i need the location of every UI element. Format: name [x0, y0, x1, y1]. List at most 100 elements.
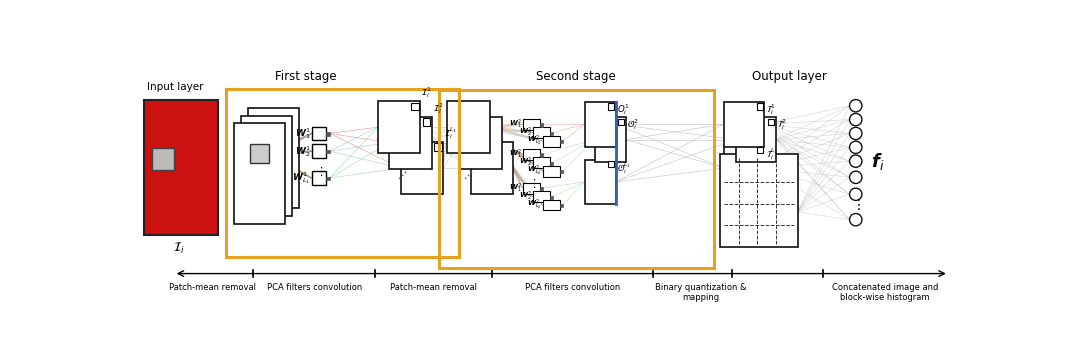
Bar — [248, 108, 298, 208]
Text: First stage: First stage — [274, 70, 336, 83]
Bar — [447, 101, 490, 154]
Text: PCA filters convolution: PCA filters convolution — [267, 283, 363, 292]
Text: $\mathcal{I}_i^2$: $\mathcal{I}_i^2$ — [433, 101, 443, 116]
Text: $\mathcal{O}_i^{L_1}$: $\mathcal{O}_i^{L_1}$ — [617, 160, 631, 175]
Bar — [312, 127, 326, 140]
Bar — [438, 90, 714, 268]
Bar — [152, 148, 174, 170]
Bar — [401, 142, 444, 194]
Text: $\cdots$: $\cdots$ — [393, 166, 411, 184]
Bar — [459, 117, 501, 169]
Circle shape — [850, 127, 862, 140]
Bar — [608, 161, 613, 167]
Bar — [735, 117, 775, 162]
Text: $\mathcal{I}_i^{L_1}$: $\mathcal{I}_i^{L_1}$ — [444, 125, 457, 141]
Bar — [618, 119, 624, 125]
Bar — [595, 117, 625, 162]
Bar — [532, 127, 550, 138]
Circle shape — [850, 141, 862, 154]
Bar — [532, 191, 550, 202]
Bar — [241, 116, 292, 216]
Circle shape — [850, 155, 862, 167]
Text: $\mathcal{T}_i^{L_1}$: $\mathcal{T}_i^{L_1}$ — [766, 146, 778, 162]
Bar — [227, 89, 459, 256]
Text: $\vdots$: $\vdots$ — [314, 165, 323, 178]
Text: $\boldsymbol{W}_1^2$: $\boldsymbol{W}_1^2$ — [509, 148, 522, 161]
Text: $\boldsymbol{W}_1^2$: $\boldsymbol{W}_1^2$ — [509, 182, 522, 195]
Bar — [422, 118, 430, 126]
Text: $\boldsymbol{W}_2^1$: $\boldsymbol{W}_2^1$ — [295, 144, 310, 159]
Bar — [410, 103, 419, 110]
Text: $\boldsymbol{W}_{L_1}^1$: $\boldsymbol{W}_{L_1}^1$ — [293, 170, 310, 186]
Bar — [326, 176, 329, 181]
Bar — [724, 102, 765, 146]
Bar — [434, 143, 442, 151]
Bar — [724, 146, 765, 190]
Circle shape — [850, 171, 862, 184]
Text: $\boldsymbol{W}_2^2$: $\boldsymbol{W}_2^2$ — [519, 126, 531, 139]
Text: $\vdots$: $\vdots$ — [528, 177, 536, 190]
Bar — [389, 117, 432, 169]
Bar — [757, 147, 762, 154]
Bar — [471, 142, 513, 194]
Bar — [326, 149, 329, 154]
Bar — [540, 187, 542, 190]
Bar — [378, 101, 420, 154]
Bar — [523, 149, 540, 160]
Circle shape — [850, 114, 862, 126]
Bar — [312, 144, 326, 158]
Bar — [540, 123, 542, 127]
Bar — [145, 100, 218, 235]
Text: Binary quantization &
mapping: Binary quantization & mapping — [654, 283, 746, 302]
Bar — [559, 170, 563, 173]
Text: Patch-mean removal: Patch-mean removal — [390, 283, 477, 292]
Text: $\boldsymbol{W}_{L_2}^2$: $\boldsymbol{W}_{L_2}^2$ — [527, 198, 542, 212]
Text: $\boldsymbol{W}_{L_2}^2$: $\boldsymbol{W}_{L_2}^2$ — [527, 164, 542, 178]
Bar — [532, 157, 550, 168]
Bar — [584, 102, 616, 146]
Text: $\boldsymbol{W}_1^2$: $\boldsymbol{W}_1^2$ — [509, 118, 522, 131]
Bar — [757, 103, 762, 109]
Bar — [523, 119, 540, 130]
Text: $\mathcal{T}_i^1$: $\mathcal{T}_i^1$ — [766, 102, 775, 117]
Bar — [550, 196, 553, 199]
Text: $O_i^1$: $O_i^1$ — [617, 102, 630, 117]
Bar — [550, 132, 553, 135]
Bar — [559, 140, 563, 143]
Bar — [249, 144, 269, 163]
Bar — [550, 162, 553, 165]
Text: $\boldsymbol{W}_1^1$: $\boldsymbol{W}_1^1$ — [295, 126, 310, 141]
Text: $\boldsymbol{f}_i$: $\boldsymbol{f}_i$ — [872, 152, 885, 172]
Bar — [523, 183, 540, 194]
Text: Concatenated image and
block-wise histogram: Concatenated image and block-wise histog… — [832, 283, 939, 302]
Text: $\mathcal{O}_i^2$: $\mathcal{O}_i^2$ — [627, 117, 639, 132]
Text: Patch-mean removal: Patch-mean removal — [168, 283, 256, 292]
Text: Input layer: Input layer — [147, 82, 203, 92]
Bar — [559, 204, 563, 207]
Text: $\mathcal{T}_i^2$: $\mathcal{T}_i^2$ — [778, 117, 787, 132]
Bar — [584, 160, 616, 204]
Circle shape — [850, 188, 862, 200]
Text: $\cdots$: $\cdots$ — [459, 166, 477, 184]
Bar — [720, 154, 798, 247]
Text: $\boldsymbol{W}_2^2$: $\boldsymbol{W}_2^2$ — [519, 156, 531, 169]
Bar — [540, 154, 542, 157]
Text: Output layer: Output layer — [753, 70, 827, 83]
Text: $\boldsymbol{W}_2^2$: $\boldsymbol{W}_2^2$ — [519, 190, 531, 203]
Bar — [608, 103, 613, 109]
Bar — [542, 166, 559, 176]
Text: PCA filters convolution: PCA filters convolution — [525, 283, 621, 292]
Text: $\mathcal{I}_i^1$: $\mathcal{I}_i^1$ — [421, 86, 431, 100]
Text: $\mathcal{I}_i$: $\mathcal{I}_i$ — [173, 240, 185, 255]
Text: $\vdots$: $\vdots$ — [851, 197, 861, 212]
Circle shape — [850, 100, 862, 112]
Text: $\boldsymbol{W}_{L_2}^2$: $\boldsymbol{W}_{L_2}^2$ — [527, 134, 542, 148]
Bar — [542, 200, 559, 210]
Circle shape — [850, 213, 862, 226]
Bar — [326, 132, 329, 136]
Text: Second stage: Second stage — [536, 70, 616, 83]
Bar — [542, 136, 559, 146]
Bar — [234, 123, 284, 224]
Bar — [768, 119, 774, 125]
Bar — [312, 171, 326, 185]
